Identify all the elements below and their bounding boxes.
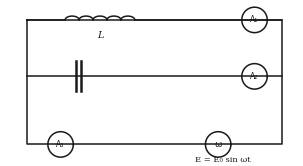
Text: ω: ω	[215, 140, 222, 149]
Text: E = E₀ sin ωt: E = E₀ sin ωt	[195, 156, 251, 164]
Text: A₂: A₂	[250, 72, 259, 81]
Text: A₁: A₁	[250, 15, 259, 24]
Text: L: L	[97, 31, 103, 40]
Text: A₃: A₃	[56, 140, 65, 149]
